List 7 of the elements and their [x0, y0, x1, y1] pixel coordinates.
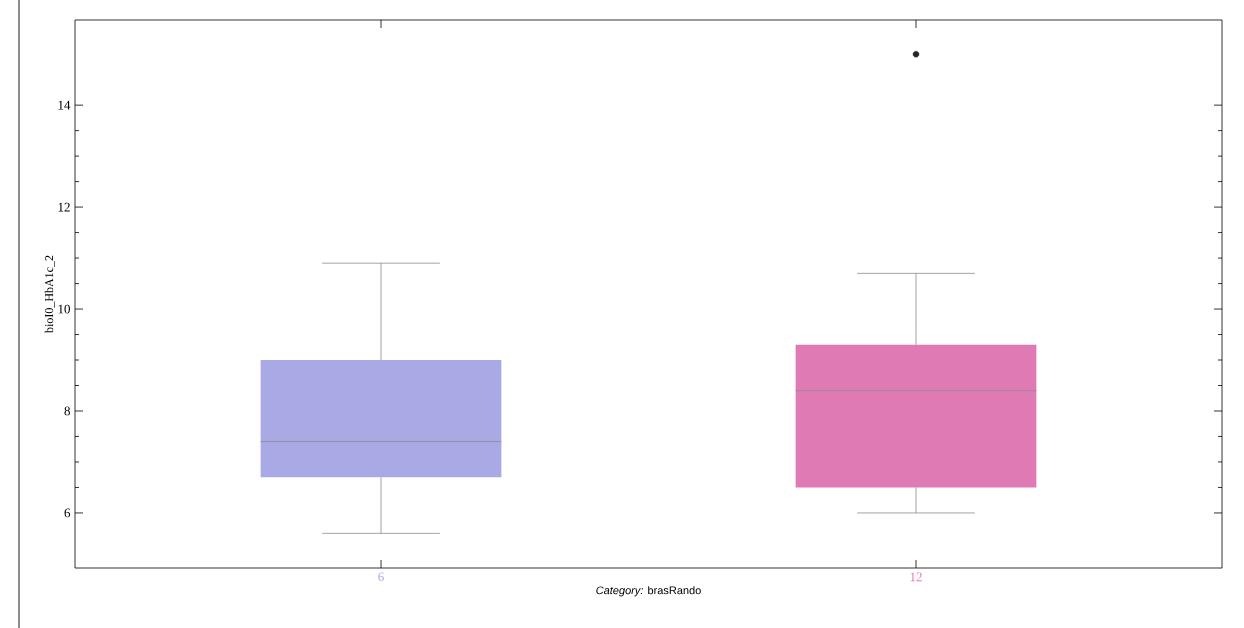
y-tick-label: 6 [64, 508, 71, 518]
y-tick-label: 8 [64, 406, 70, 416]
y-tick-label: 14 [58, 100, 71, 110]
y-tick-label: 12 [58, 202, 70, 212]
y-axis-title: bioI0_HbA1c_2 [44, 255, 55, 333]
y-tick-label: 10 [58, 304, 70, 314]
x-axis-title: Category: brasRando [596, 586, 701, 597]
